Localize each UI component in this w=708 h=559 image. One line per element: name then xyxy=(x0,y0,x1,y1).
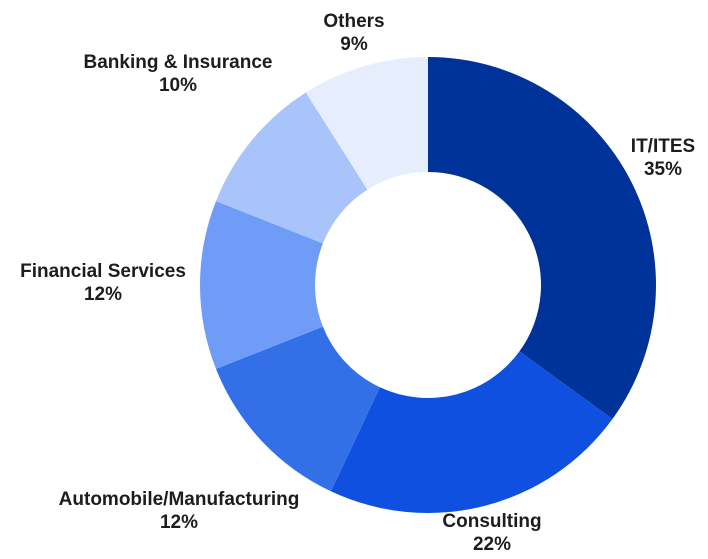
slice-consulting xyxy=(330,351,613,513)
slice-banking-insurance xyxy=(216,92,368,244)
label-banking-insurance-name: Banking & Insurance xyxy=(83,52,273,73)
label-others: Others 9% xyxy=(323,10,384,56)
label-it-ites: IT/ITES 35% xyxy=(631,135,695,181)
slice-others xyxy=(305,57,428,190)
label-banking-insurance: Banking & Insurance 10% xyxy=(84,51,273,97)
label-consulting-value: 22% xyxy=(472,534,512,555)
label-it-ites-name: IT/ITES xyxy=(630,136,696,157)
label-others-name: Others xyxy=(323,11,385,32)
label-consulting: Consulting 22% xyxy=(442,510,541,556)
slice-financial-services xyxy=(199,201,323,369)
slice-automobile-manufacturing xyxy=(216,326,380,492)
label-financial-services: Financial Services 12% xyxy=(20,260,186,306)
label-banking-insurance-value: 10% xyxy=(158,75,198,96)
label-automobile-manufacturing-name: Automobile/Manufacturing xyxy=(58,489,300,510)
label-automobile-manufacturing: Automobile/Manufacturing 12% xyxy=(59,488,300,534)
label-consulting-name: Consulting xyxy=(442,511,542,532)
label-others-value: 9% xyxy=(340,34,368,55)
slice-it-ites xyxy=(428,57,656,420)
label-financial-services-name: Financial Services xyxy=(20,261,186,282)
label-financial-services-value: 12% xyxy=(83,284,123,305)
label-it-ites-value: 35% xyxy=(643,159,683,180)
label-automobile-manufacturing-value: 12% xyxy=(159,512,199,533)
